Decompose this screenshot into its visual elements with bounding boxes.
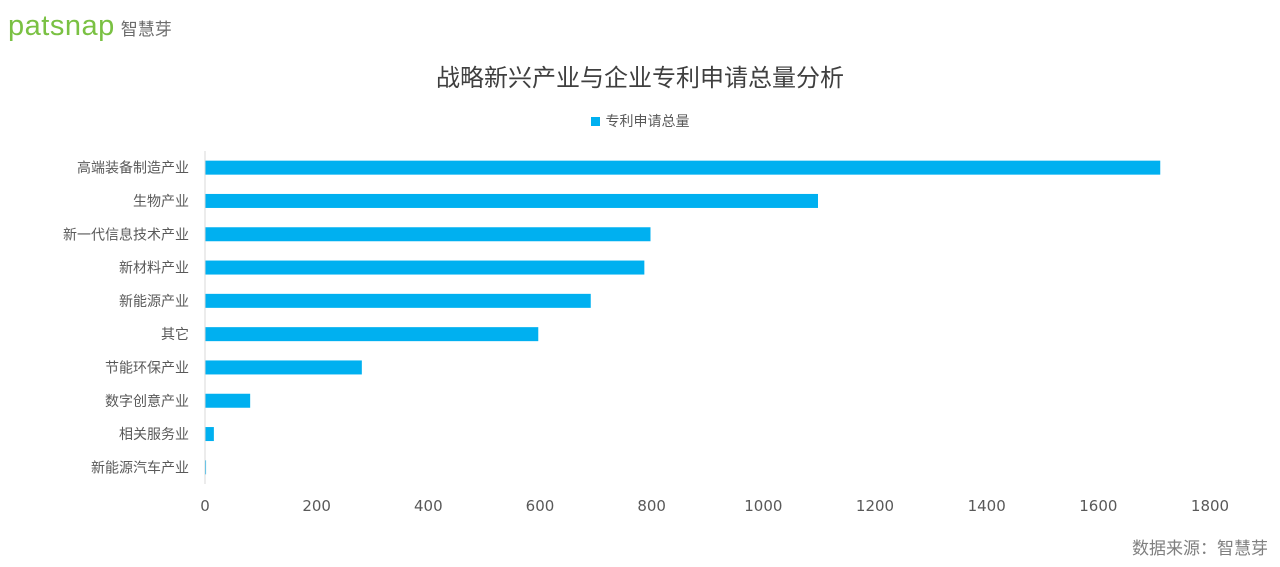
logo-wordmark: patsnap: [8, 10, 115, 42]
patsnap-logo: patsnap 智慧芽: [8, 10, 172, 44]
bar: [205, 460, 207, 475]
bar: [205, 193, 818, 208]
logo-chinese-name: 智慧芽: [120, 20, 172, 40]
category-label: 新一代信息技术产业: [63, 226, 189, 243]
bar: [205, 160, 1161, 175]
category-label: 新能源产业: [119, 294, 189, 310]
category-label: 高端装备制造产业: [77, 160, 189, 177]
bar: [205, 260, 645, 275]
x-tick-label: 1600: [1079, 497, 1117, 515]
bar: [205, 293, 591, 308]
x-tick-label: 800: [637, 497, 666, 515]
bar: [205, 327, 539, 342]
x-tick-label: 200: [302, 497, 331, 515]
category-label: 节能环保产业: [105, 360, 189, 376]
x-tick-label: 1800: [1191, 497, 1229, 515]
bar: [205, 227, 651, 242]
x-tick-label: 1400: [968, 497, 1006, 515]
data-source-note: 数据来源：智慧芽: [1132, 539, 1268, 559]
category-label: 生物产业: [133, 194, 189, 210]
category-label: 数字创意产业: [105, 393, 189, 410]
x-tick-label: 400: [414, 497, 443, 515]
bar: [205, 393, 251, 408]
legend-swatch: [590, 116, 600, 126]
chart-title: 战略新兴产业与企业专利申请总量分析: [436, 64, 844, 92]
category-label: 新能源汽车产业: [91, 459, 189, 476]
bar: [205, 360, 362, 375]
x-tick-label: 1200: [856, 497, 894, 515]
x-tick-label: 600: [526, 497, 555, 515]
bar: [205, 427, 214, 442]
category-label: 相关服务业: [119, 427, 189, 443]
x-tick-label: 0: [200, 497, 210, 515]
x-tick-label: 1000: [744, 497, 782, 515]
chart-legend: 专利申请总量: [0, 111, 1280, 131]
category-label: 新材料产业: [119, 261, 189, 277]
category-label: 其它: [161, 326, 189, 343]
legend-label: 专利申请总量: [605, 114, 690, 130]
